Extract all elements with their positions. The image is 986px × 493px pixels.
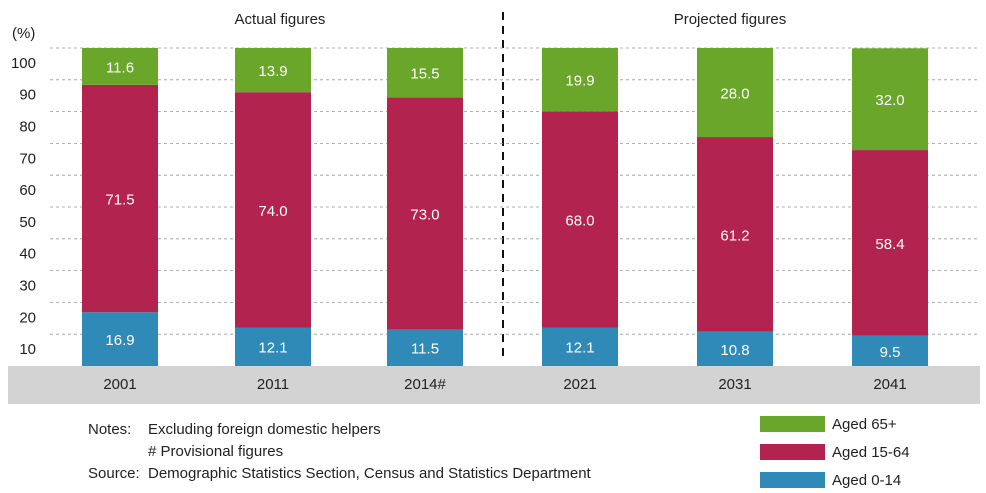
value-label: 10.8 — [720, 342, 749, 359]
y-tick-label: 60 — [19, 182, 36, 199]
bar-segment — [235, 48, 311, 93]
value-label: 13.9 — [258, 63, 287, 80]
note: Excluding foreign domestic helpers — [148, 421, 381, 438]
legend-swatch — [760, 444, 825, 460]
bar-segment — [852, 150, 928, 336]
bar-segment — [235, 327, 311, 366]
legend-label: Aged 15-64 — [832, 444, 910, 461]
value-label: 9.5 — [880, 344, 901, 361]
value-label: 71.5 — [105, 192, 134, 209]
bar-segment — [82, 312, 158, 366]
bar-segment — [542, 111, 618, 328]
legend-swatch — [760, 416, 825, 432]
value-label: 12.1 — [565, 340, 594, 357]
y-tick-label: 10 — [19, 341, 36, 358]
source: Demographic Statistics Section, Census a… — [148, 465, 592, 482]
bar-segment — [235, 92, 311, 328]
y-tick-label: 100 — [11, 55, 36, 72]
bar-segment — [387, 97, 463, 330]
x-tick-label: 2041 — [873, 376, 906, 393]
x-tick-label: 2014# — [404, 376, 446, 393]
y-tick-label: 80 — [19, 118, 36, 135]
value-label: 73.0 — [410, 206, 439, 223]
bar-segment — [82, 48, 158, 85]
value-label: 19.9 — [565, 73, 594, 90]
value-label: 16.9 — [105, 332, 134, 349]
group-label: Actual figures — [235, 11, 326, 28]
bar-segment — [542, 48, 618, 112]
y-tick-label: 20 — [19, 309, 36, 326]
source-label: Source: — [88, 465, 140, 482]
value-label: 12.1 — [258, 340, 287, 357]
value-label: 32.0 — [875, 92, 904, 109]
value-label: 58.4 — [875, 236, 904, 253]
value-label: 15.5 — [410, 66, 439, 83]
note: # Provisional figures — [148, 443, 283, 460]
y-tick-label: 90 — [19, 87, 36, 104]
value-label: 11.6 — [106, 59, 134, 76]
bar-segment — [852, 48, 928, 151]
category-band — [8, 366, 980, 404]
y-tick-label: 50 — [19, 214, 36, 231]
legend-swatch — [760, 472, 825, 488]
group-label: Projected figures — [674, 11, 787, 28]
value-label: 28.0 — [720, 85, 749, 102]
y-tick-label: 40 — [19, 246, 36, 263]
legend-label: Aged 65+ — [832, 416, 897, 433]
value-label: 11.5 — [411, 341, 439, 358]
x-tick-label: 2021 — [563, 376, 596, 393]
notes-label: Notes: — [88, 421, 131, 438]
bar-segment — [387, 48, 463, 98]
value-label: 74.0 — [258, 203, 287, 220]
bar-segment — [697, 48, 773, 138]
bar-segment — [697, 331, 773, 366]
bar-segment — [697, 137, 773, 332]
y-tick-label: 30 — [19, 277, 36, 294]
bar-segment — [852, 335, 928, 366]
bar-segment — [387, 329, 463, 366]
bar-segment — [82, 84, 158, 313]
legend-label: Aged 0-14 — [832, 472, 901, 489]
bar-segment — [542, 327, 618, 366]
value-label: 68.0 — [565, 212, 594, 229]
value-label: 61.2 — [720, 227, 749, 244]
x-tick-label: 2011 — [257, 376, 289, 393]
y-axis-label: (%) — [12, 25, 35, 42]
x-tick-label: 2001 — [103, 376, 136, 393]
x-tick-label: 2031 — [718, 376, 751, 393]
y-tick-label: 70 — [19, 150, 36, 167]
